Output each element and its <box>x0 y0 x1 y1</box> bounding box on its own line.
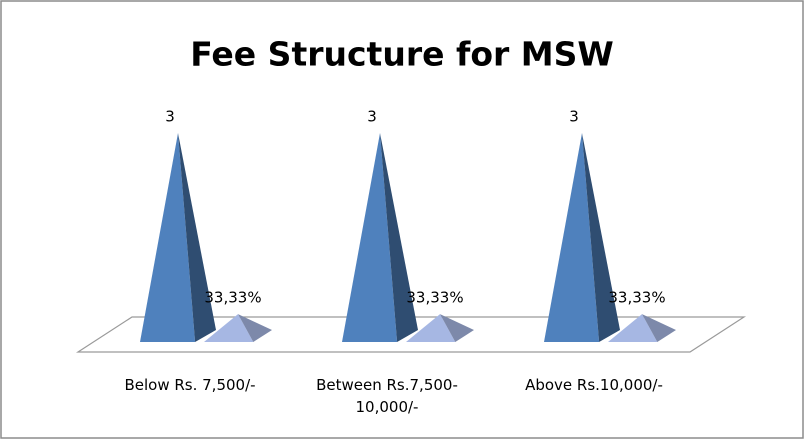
pyramid-front <box>140 133 196 342</box>
pyramid-front <box>608 314 658 342</box>
pyramid <box>406 314 474 342</box>
pyramid <box>544 133 620 342</box>
data-label: 3 <box>569 108 579 126</box>
pyramid <box>140 133 216 342</box>
data-label: 33,33% <box>608 289 665 307</box>
x-tick-label: Above Rs.10,000/- <box>525 376 663 394</box>
data-label: 33,33% <box>406 289 463 307</box>
data-label: 33,33% <box>204 289 261 307</box>
pyramid-front <box>342 133 398 342</box>
data-label: 3 <box>367 108 377 126</box>
data-label: 3 <box>165 108 175 126</box>
pyramid-side <box>642 314 676 342</box>
pyramid-front <box>204 314 254 342</box>
pyramid-side <box>178 133 216 342</box>
pyramid-side <box>440 314 474 342</box>
x-tick-label: Between Rs.7,500-10,000/- <box>316 376 458 416</box>
pyramid-front <box>406 314 456 342</box>
pyramid-side <box>380 133 418 342</box>
chart-title: Fee Structure for MSW <box>190 35 614 74</box>
pyramid-side <box>238 314 272 342</box>
pyramid <box>342 133 418 342</box>
pyramid-front <box>544 133 600 342</box>
x-tick-label: Below Rs. 7,500/- <box>124 376 256 394</box>
pyramid <box>204 314 272 342</box>
pyramid-side <box>582 133 620 342</box>
pyramid <box>608 314 676 342</box>
